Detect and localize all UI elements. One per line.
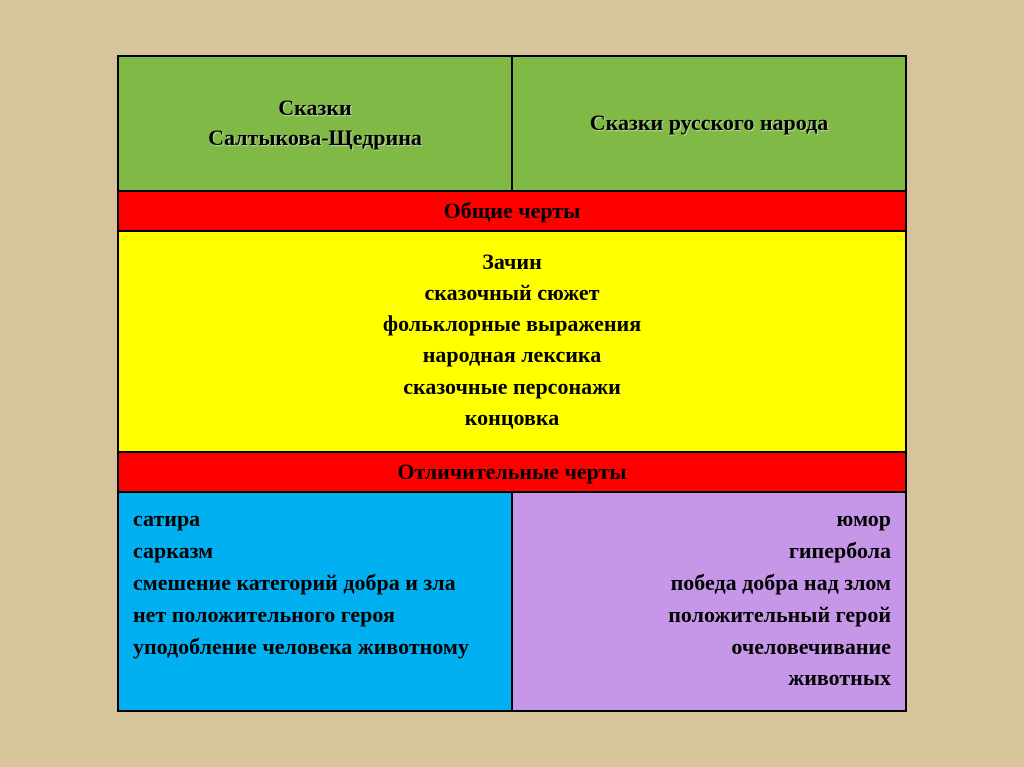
section-diff-label: Отличительные черты (397, 459, 626, 484)
header-right-text: Сказки русского народа (590, 110, 828, 135)
common-item: концовка (125, 402, 899, 433)
common-item: Зачин (125, 246, 899, 277)
diff-right-item: положительный герой (527, 599, 891, 631)
section-diff-cell: Отличительные черты (118, 452, 906, 492)
diff-right-item: гипербола (527, 535, 891, 567)
common-items-row: Зачин сказочный сюжет фольклорные выраже… (118, 231, 906, 452)
common-item: фольклорные выражения (125, 308, 899, 339)
section-common-row: Общие черты (118, 191, 906, 231)
diff-left-item: сарказм (133, 535, 497, 567)
header-left-cell: Сказки Салтыкова-Щедрина (118, 56, 512, 191)
diff-right-item: юмор (527, 503, 891, 535)
diff-left-item: смешение категорий добра и зла (133, 567, 497, 599)
diff-right-cell: юмор гипербола победа добра над злом пол… (512, 492, 906, 711)
header-left-line2: Салтыкова-Щедрина (119, 123, 511, 153)
common-item: сказочные персонажи (125, 371, 899, 402)
section-common-label: Общие черты (444, 198, 581, 223)
section-diff-row: Отличительные черты (118, 452, 906, 492)
section-common-cell: Общие черты (118, 191, 906, 231)
diff-right-item: очеловечивание (527, 631, 891, 663)
diff-left-item: нет положительного героя (133, 599, 497, 631)
header-right-cell: Сказки русского народа (512, 56, 906, 191)
diff-left-item: сатира (133, 503, 497, 535)
header-left-line1: Сказки (119, 93, 511, 123)
diff-right-item: победа добра над злом (527, 567, 891, 599)
diff-right-item: животных (527, 662, 891, 694)
common-item: народная лексика (125, 339, 899, 370)
diff-left-item: уподобление человека животному (133, 631, 497, 663)
diff-left-cell: сатира сарказм смешение категорий добра … (118, 492, 512, 711)
comparison-table: Сказки Салтыкова-Щедрина Сказки русского… (117, 55, 907, 713)
common-item: сказочный сюжет (125, 277, 899, 308)
common-items-cell: Зачин сказочный сюжет фольклорные выраже… (118, 231, 906, 452)
diff-items-row: сатира сарказм смешение категорий добра … (118, 492, 906, 711)
header-row: Сказки Салтыкова-Щедрина Сказки русского… (118, 56, 906, 191)
